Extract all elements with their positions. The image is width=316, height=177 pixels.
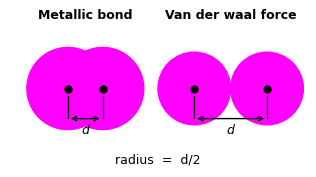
Text: radius  =  d/2: radius = d/2 [115, 153, 201, 166]
Text: Metallic bond: Metallic bond [38, 9, 133, 22]
Ellipse shape [62, 47, 144, 130]
Text: d: d [227, 124, 234, 137]
Text: d: d [82, 124, 89, 137]
Text: Van der waal force: Van der waal force [165, 9, 296, 22]
Ellipse shape [27, 47, 109, 130]
Ellipse shape [158, 52, 231, 125]
Ellipse shape [231, 52, 303, 125]
